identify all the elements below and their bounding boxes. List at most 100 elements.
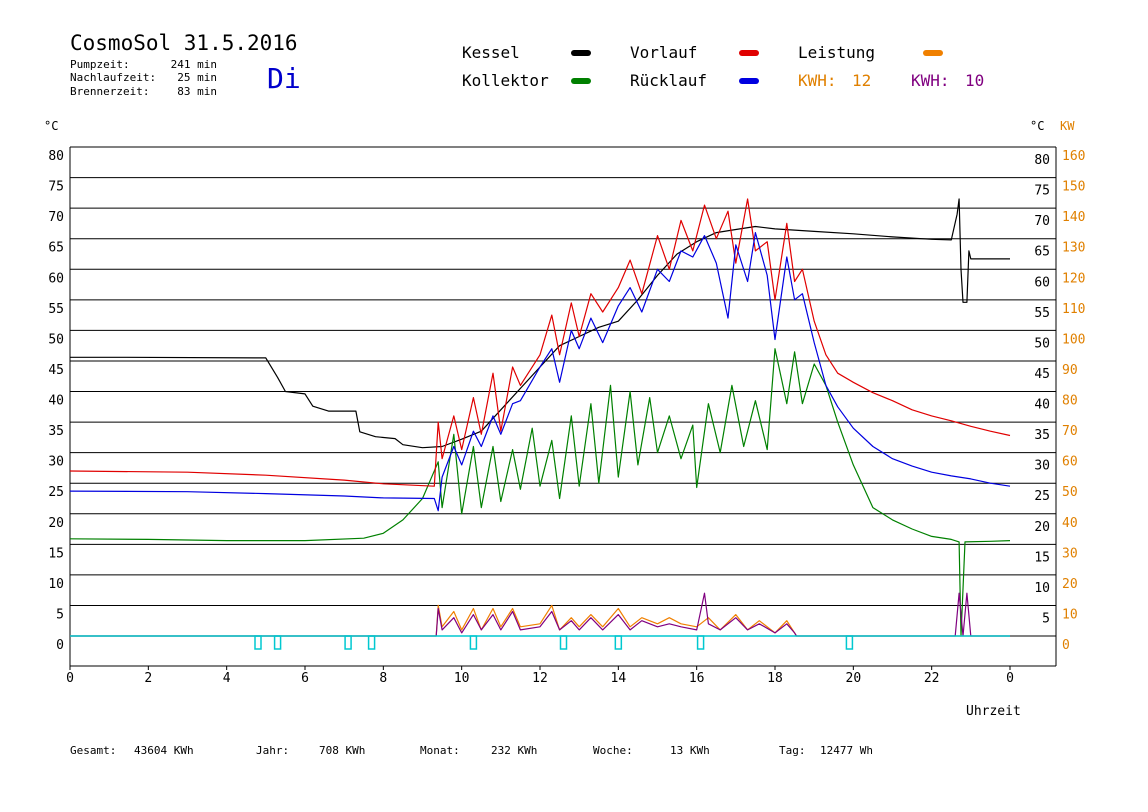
y-tick-label-right-temp: 25 <box>1034 489 1050 504</box>
kwh-orange-value: 12 <box>852 71 871 90</box>
left-axis-unit: °C <box>44 119 58 133</box>
y-tick-label-right-power: 0 <box>1062 638 1070 653</box>
legend-label-leistung: Leistung <box>798 43 875 62</box>
series-line-kessel <box>70 198 1010 449</box>
stat-value: 25 min <box>177 71 217 84</box>
y-tick-label-right-temp: 55 <box>1034 306 1050 321</box>
y-tick-label-right-power: 80 <box>1062 394 1078 409</box>
y-tick-label-right-power: 120 <box>1062 271 1085 286</box>
y-tick-label-right-temp: 70 <box>1034 214 1050 229</box>
weekday-label: Di <box>267 62 301 95</box>
stat-value: 241 min <box>171 58 217 71</box>
y-tick-label-right-power: 140 <box>1062 210 1085 225</box>
y-tick-label-left: 0 <box>56 638 64 653</box>
footer-day-label: Tag: <box>779 744 806 757</box>
series-layer <box>69 198 1011 650</box>
legend: Kessel Kollektor Vorlauf Rücklauf Leistu… <box>462 43 984 90</box>
stat-label: Pumpzeit: <box>70 58 130 71</box>
series-line-leistung <box>70 604 1010 637</box>
legend-label-kollektor: Kollektor <box>462 71 549 90</box>
y-tick-label-right-temp: 5 <box>1042 611 1050 626</box>
y-tick-label-right-temp: 60 <box>1034 275 1050 290</box>
x-tick-label: 6 <box>301 671 309 686</box>
y-tick-label-left: 25 <box>48 485 64 500</box>
footer-week-value: 13 KWh <box>670 744 710 757</box>
x-tick-label: 14 <box>611 671 627 686</box>
y-tick-label-right-power: 100 <box>1062 332 1085 347</box>
kwh-orange-label: KWH: <box>798 71 837 90</box>
y-tick-label-right-power: 20 <box>1062 577 1078 592</box>
x-tick-label: 16 <box>689 671 705 686</box>
y-tick-label-left: 80 <box>48 149 64 164</box>
y-tick-label-right-power: 160 <box>1062 149 1085 164</box>
footer-week-label: Woche: <box>593 744 633 757</box>
y-tick-label-left: 75 <box>48 180 64 195</box>
kwh-purple-value: 10 <box>965 71 984 90</box>
stat-value: 83 min <box>177 85 217 98</box>
x-tick-label: 0 <box>1006 671 1014 686</box>
x-tick-label: 12 <box>532 671 548 686</box>
pump-marker <box>614 635 623 650</box>
y-tick-label-left: 15 <box>48 546 64 561</box>
series-line-r-cklauf <box>69 232 1011 512</box>
pump-marker <box>367 635 376 650</box>
y-tick-label-left: 55 <box>48 302 64 317</box>
y-tick-label-left: 20 <box>48 516 64 531</box>
y-tick-label-left: 50 <box>48 332 64 347</box>
right-axis-unit-power: KW <box>1060 119 1075 133</box>
footer-month-value: 232 KWh <box>491 744 537 757</box>
y-tick-label-left: 30 <box>48 455 64 470</box>
footer-month-label: Monat: <box>420 744 460 757</box>
y-tick-label-left: 40 <box>48 394 64 409</box>
y-tick-label-right-temp: 50 <box>1034 336 1050 351</box>
x-tick-label: 0 <box>66 671 74 686</box>
x-tick-label: 18 <box>767 671 783 686</box>
x-tick-label: 10 <box>454 671 470 686</box>
y-tick-label-right-temp: 15 <box>1034 550 1050 565</box>
page-title: CosmoSol 31.5.2016 <box>70 31 298 55</box>
y-tick-label-right-power: 70 <box>1062 424 1078 439</box>
y-tick-label-right-temp: 10 <box>1034 581 1050 596</box>
footer-totals: Gesamt: 43604 KWh Jahr: 708 KWh Monat: 2… <box>70 744 873 757</box>
pump-marker <box>696 635 705 650</box>
y-tick-label-right-temp: 35 <box>1034 428 1050 443</box>
stats-block: Pumpzeit: 241 min Nachlaufzeit: 25 min B… <box>70 58 217 98</box>
y-tick-label-left: 60 <box>48 271 64 286</box>
series-line-vorlauf <box>69 198 1011 487</box>
y-tick-label-right-power: 10 <box>1062 607 1078 622</box>
pump-marker <box>559 635 568 650</box>
footer-year-value: 708 KWh <box>319 744 365 757</box>
y-tick-label-right-temp: 20 <box>1034 520 1050 535</box>
x-tick-label: 4 <box>223 671 231 686</box>
y-tick-label-right-power: 110 <box>1062 302 1085 317</box>
x-tick-label: 2 <box>144 671 152 686</box>
y-tick-label-right-temp: 75 <box>1034 184 1050 199</box>
legend-label-kessel: Kessel <box>462 43 520 62</box>
legend-label-ruecklauf: Rücklauf <box>630 71 707 90</box>
y-tick-label-right-temp: 30 <box>1034 459 1050 474</box>
pump-marker <box>845 635 854 650</box>
legend-label-vorlauf: Vorlauf <box>630 43 697 62</box>
footer-day-value: 12477 Wh <box>820 744 873 757</box>
stat-label: Nachlaufzeit: <box>70 71 156 84</box>
footer-year-label: Jahr: <box>256 744 289 757</box>
y-tick-label-right-power: 150 <box>1062 180 1085 195</box>
y-tick-label-right-temp: 45 <box>1034 367 1050 382</box>
y-tick-label-right-power: 130 <box>1062 241 1085 256</box>
y-tick-label-right-temp: 40 <box>1034 398 1050 413</box>
footer-total-value: 43604 KWh <box>134 744 194 757</box>
pump-marker <box>344 635 352 650</box>
y-tick-label-left: 10 <box>48 577 64 592</box>
y-tick-label-right-temp: 80 <box>1034 153 1050 168</box>
pump-marker <box>254 635 262 650</box>
pump-marker <box>469 635 478 650</box>
x-tick-label: 22 <box>924 671 940 686</box>
stat-label: Brennerzeit: <box>70 85 149 98</box>
y-tick-label-right-power: 90 <box>1062 363 1078 378</box>
y-tick-label-right-power: 30 <box>1062 546 1078 561</box>
x-tick-label: 20 <box>846 671 862 686</box>
right-axis-unit-temp: °C <box>1030 119 1044 133</box>
y-tick-label-right-temp: 65 <box>1034 245 1050 260</box>
footer-total-label: Gesamt: <box>70 744 116 757</box>
